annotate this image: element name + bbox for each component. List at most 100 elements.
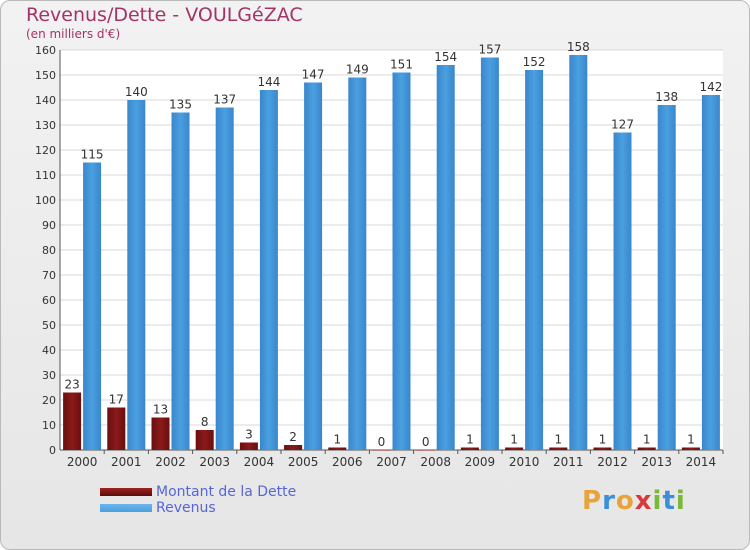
legend-swatch-debt bbox=[100, 488, 152, 496]
bar-debt bbox=[505, 447, 524, 450]
x-tick-label: 2000 bbox=[67, 455, 98, 469]
logo-letter: o bbox=[615, 486, 635, 516]
y-tick-label: 40 bbox=[42, 344, 56, 357]
x-tick-label: 2010 bbox=[509, 455, 540, 469]
data-label-debt: 17 bbox=[109, 393, 124, 407]
data-label-debt: 3 bbox=[245, 428, 253, 442]
data-label-debt: 13 bbox=[153, 403, 168, 417]
x-tick-label: 2002 bbox=[155, 455, 186, 469]
x-tick-label: 2001 bbox=[111, 455, 142, 469]
bar-revenue bbox=[83, 162, 102, 450]
y-tick-label: 140 bbox=[35, 94, 56, 107]
bar-revenue bbox=[171, 112, 190, 450]
data-label-revenue: 135 bbox=[169, 98, 192, 112]
data-label-revenue: 157 bbox=[478, 43, 501, 57]
bar-debt bbox=[681, 447, 700, 450]
data-label-debt: 1 bbox=[466, 433, 474, 447]
data-label-debt: 8 bbox=[201, 415, 209, 429]
data-label-revenue: 149 bbox=[346, 63, 369, 77]
bar-revenue bbox=[701, 95, 720, 450]
data-label-revenue: 138 bbox=[655, 90, 678, 104]
y-tick-label: 160 bbox=[35, 44, 56, 57]
logo-letter: x bbox=[634, 486, 653, 516]
y-tick-label: 130 bbox=[35, 119, 56, 132]
x-tick-label: 2009 bbox=[465, 455, 496, 469]
x-tick-label: 2011 bbox=[553, 455, 584, 469]
data-label-debt: 0 bbox=[378, 435, 386, 449]
x-tick-label: 2006 bbox=[332, 455, 363, 469]
data-label-debt: 1 bbox=[333, 433, 341, 447]
y-tick-label: 150 bbox=[35, 69, 56, 82]
y-tick-label: 50 bbox=[42, 319, 56, 332]
legend-label-revenue: Revenus bbox=[156, 500, 216, 516]
bar-revenue bbox=[613, 132, 632, 450]
bar-revenue bbox=[127, 100, 146, 450]
legend-label-debt: Montant de la Dette bbox=[156, 484, 297, 500]
bar-debt bbox=[549, 447, 568, 450]
data-label-debt: 23 bbox=[64, 378, 79, 392]
x-tick-label: 2004 bbox=[244, 455, 275, 469]
chart-subtitle: (en milliers d'€) bbox=[26, 27, 121, 41]
bar-debt bbox=[284, 445, 303, 450]
bar-debt bbox=[239, 442, 258, 450]
x-tick-label: 2003 bbox=[199, 455, 230, 469]
bar-revenue bbox=[392, 72, 411, 450]
proxiti-logo: Proxiti bbox=[582, 486, 686, 516]
y-tick-label: 90 bbox=[42, 219, 56, 232]
y-tick-label: 80 bbox=[42, 244, 56, 257]
bar-revenue bbox=[480, 57, 499, 450]
data-label-revenue: 154 bbox=[434, 50, 457, 64]
bar-debt bbox=[460, 447, 479, 450]
bar-debt bbox=[63, 392, 82, 450]
data-label-revenue: 115 bbox=[81, 148, 104, 162]
bar-revenue bbox=[304, 82, 323, 450]
bar-debt bbox=[637, 447, 656, 450]
y-tick-label: 60 bbox=[42, 294, 56, 307]
y-tick-label: 110 bbox=[35, 169, 56, 182]
y-tick-label: 30 bbox=[42, 369, 56, 382]
data-label-revenue: 151 bbox=[390, 58, 413, 72]
y-tick-label: 10 bbox=[42, 419, 56, 432]
logo-letter: P bbox=[582, 486, 603, 516]
bar-revenue bbox=[569, 55, 588, 450]
data-label-debt: 1 bbox=[643, 433, 651, 447]
bar-debt bbox=[593, 447, 612, 450]
x-tick-label: 2013 bbox=[641, 455, 672, 469]
bar-debt bbox=[372, 450, 391, 451]
y-tick-label: 120 bbox=[35, 144, 56, 157]
y-tick-label: 20 bbox=[42, 394, 56, 407]
x-tick-label: 2012 bbox=[597, 455, 628, 469]
bar-debt bbox=[151, 417, 170, 450]
x-tick-label: 2005 bbox=[288, 455, 319, 469]
data-label-revenue: 142 bbox=[699, 80, 722, 94]
bar-revenue bbox=[525, 70, 544, 450]
y-tick-label: 70 bbox=[42, 269, 56, 282]
bar-debt bbox=[107, 407, 126, 450]
x-tick-label: 2007 bbox=[376, 455, 407, 469]
bar-debt bbox=[416, 450, 435, 451]
y-tick-label: 0 bbox=[49, 444, 56, 457]
bar-debt bbox=[195, 430, 214, 450]
data-label-revenue: 158 bbox=[567, 40, 590, 54]
data-label-debt: 1 bbox=[687, 433, 695, 447]
logo-letter: r bbox=[602, 486, 616, 516]
bar-revenue bbox=[259, 90, 278, 450]
bar-revenue bbox=[436, 65, 455, 450]
chart-title: Revenus/Dette - VOULGéZAC bbox=[26, 4, 303, 26]
x-tick-label: 2008 bbox=[420, 455, 451, 469]
bar-revenue bbox=[215, 107, 234, 450]
logo-letter: i bbox=[652, 486, 663, 516]
data-label-debt: 0 bbox=[422, 435, 430, 449]
bar-revenue bbox=[657, 105, 676, 450]
bar-debt bbox=[328, 447, 347, 450]
data-label-debt: 1 bbox=[599, 433, 607, 447]
data-label-revenue: 152 bbox=[523, 55, 546, 69]
bar-revenue bbox=[348, 77, 367, 450]
y-tick-label: 100 bbox=[35, 194, 56, 207]
legend-swatch-revenue bbox=[100, 504, 152, 512]
data-label-debt: 1 bbox=[554, 433, 562, 447]
data-label-revenue: 144 bbox=[257, 75, 280, 89]
data-label-debt: 2 bbox=[289, 430, 297, 444]
data-label-revenue: 137 bbox=[213, 93, 236, 107]
